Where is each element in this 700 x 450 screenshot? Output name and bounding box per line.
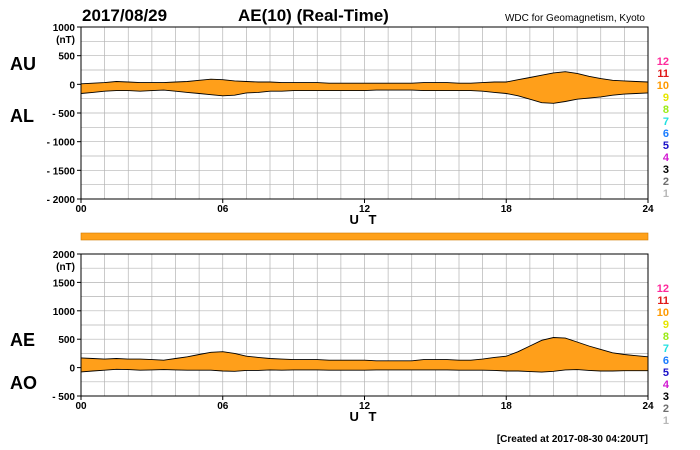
y-tick-label: 0 [69,80,75,91]
station-level-label: 11 [657,295,669,307]
station-level-label: 12 [657,56,669,68]
series-line-ae [80,337,649,362]
station-level-label: 12 [657,283,669,295]
station-level-label: 7 [663,343,669,355]
station-level-label: 10 [657,80,669,92]
series-name-al: AL [10,106,34,126]
x-tick-label: 18 [501,401,513,412]
y-tick-label: 2000 [53,250,76,261]
series-name-au: AU [10,54,36,74]
y-tick-label: 0 [69,364,75,375]
series-name-ao: AO [10,373,37,393]
series-line-al [80,89,649,104]
y-tick-label: 500 [58,52,75,63]
station-level-label: 4 [663,379,670,391]
station-level-label: 8 [663,331,669,343]
area-ae_ao [81,337,648,373]
station-level-label: 9 [663,92,669,104]
chart-title: AE(10) (Real-Time) [238,6,389,25]
station-level-label: 5 [663,367,669,379]
station-level-label: 1 [663,188,669,200]
y-tick-label: 1500 [53,278,76,289]
panel-au_al: 1000 500 0 - 500 - 1000 - 1500 - 2000 (nT) 00 06 1… [10,23,670,227]
station-strip [80,232,649,241]
x-tick-label: 24 [642,204,654,215]
unit-label: (nT) [56,262,75,273]
y-tick-label: - 500 [52,109,75,120]
series-line-au [80,71,649,85]
station-level-label: 9 [663,319,669,331]
x-axis-label: U T [350,212,380,227]
y-tick-label: - 500 [52,392,75,403]
station-level-label: 8 [663,104,669,116]
created-timestamp: [Created at 2017-08-30 04:20UT] [497,434,648,445]
unit-label: (nT) [56,35,75,46]
y-tick-label: - 2000 [47,195,76,206]
station-level-label: 2 [663,403,669,415]
station-level-label: 6 [663,128,669,140]
y-tick-label: 500 [58,335,75,346]
station-level-label: 5 [663,140,669,152]
station-level-label: 2 [663,176,669,188]
x-tick-label: 24 [642,401,654,412]
series-line-ao [80,368,648,373]
source-label: WDC for Geomagnetism, Kyoto [505,13,645,24]
y-tick-label: - 1500 [47,166,76,177]
station-level-label: 1 [663,415,669,427]
x-tick-label: 18 [501,204,513,215]
y-tick-label: 1000 [53,307,76,318]
x-tick-label: 12 [359,401,371,412]
station-level-label: 10 [657,307,669,319]
station-level-label: 4 [663,152,670,164]
station-level-label: 11 [657,68,669,80]
series-name-ae: AE [10,330,35,350]
x-tick-label: 06 [217,204,229,215]
station-level-label: 3 [663,391,669,403]
chart-date: 2017/08/29 [82,6,167,25]
station-level-label: 3 [663,164,669,176]
x-axis-label: U T [350,409,380,424]
x-tick-label: 12 [359,204,371,215]
y-tick-label: 1000 [53,23,76,34]
x-tick-label: 00 [75,401,87,412]
station-level-label: 6 [663,355,669,367]
x-tick-label: 06 [217,401,229,412]
y-tick-label: - 1000 [47,138,76,149]
station-level-label: 7 [663,116,669,128]
x-tick-label: 00 [75,204,87,215]
